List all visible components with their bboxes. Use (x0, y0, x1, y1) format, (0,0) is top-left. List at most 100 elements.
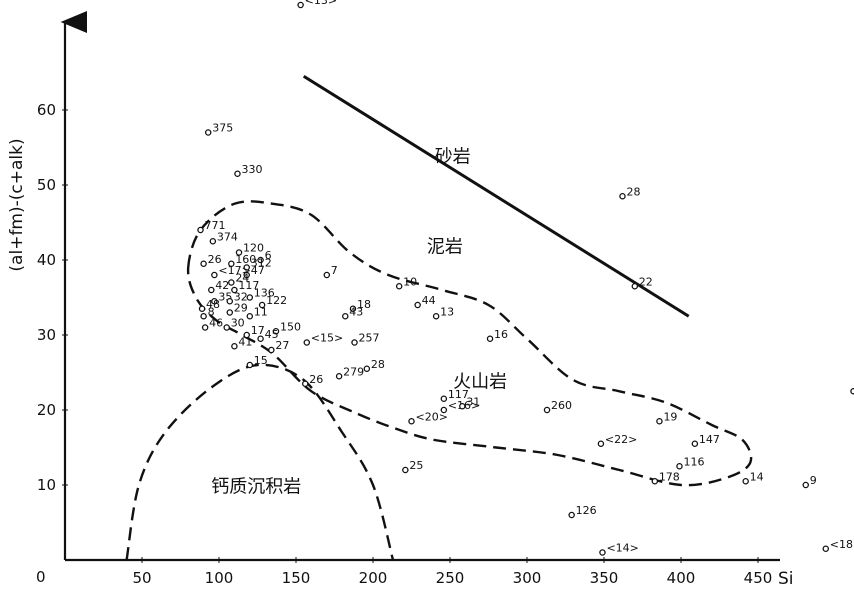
x-tick-label: 150 (282, 569, 311, 587)
point-marker (742, 477, 749, 485)
point-marker (226, 297, 234, 305)
region-boundaries (125, 74, 753, 561)
point-marker (204, 129, 212, 136)
point-marker (226, 309, 234, 316)
point-marker (200, 260, 207, 267)
point-marker (257, 335, 264, 342)
data-point: 41 (231, 335, 252, 350)
point-marker (272, 327, 280, 335)
point-marker (200, 312, 207, 320)
point-label: 312 (251, 257, 272, 270)
data-point: <14> (599, 542, 639, 556)
data-point: 43 (342, 305, 363, 320)
point-label: 44 (422, 294, 436, 307)
point-label: 42 (215, 279, 229, 292)
data-point: 15 (246, 354, 268, 369)
data-point: 27 (268, 339, 289, 354)
region-label: 钙质沉积岩 (211, 477, 301, 498)
point-label: 9 (810, 474, 817, 487)
point-label: 11 (254, 305, 268, 318)
point-marker (201, 324, 209, 331)
point-marker (568, 511, 575, 519)
y-tick-label: 50 (37, 176, 56, 194)
point-marker (459, 402, 466, 410)
point-marker (268, 346, 275, 354)
data-point: 7 (323, 264, 338, 279)
x-tick-label: 300 (513, 569, 542, 587)
data-point: 6 (257, 249, 272, 264)
point-label: 13 (440, 305, 454, 318)
data-point: 260 (543, 399, 572, 414)
point-label: 14 (750, 470, 764, 483)
data-point: 136 (246, 287, 275, 301)
point-label: 24 (235, 272, 249, 285)
point-label: <15> (311, 332, 343, 345)
point-label: 771 (205, 219, 226, 232)
point-marker (231, 342, 238, 350)
data-point: 26 (200, 253, 222, 267)
point-label: <13> (305, 0, 337, 7)
data-point: 771 (197, 219, 226, 234)
data-point: 11 (246, 305, 268, 320)
point-marker (243, 331, 250, 339)
point-label: 8 (208, 305, 215, 318)
data-point: 312 (243, 257, 272, 271)
point-marker (303, 339, 311, 346)
data-point: 26 (301, 373, 323, 387)
data-point: 22 (631, 275, 653, 290)
point-label: 26 (208, 253, 222, 266)
data-point: 257 (351, 332, 380, 346)
point-marker (231, 286, 238, 294)
y-axis-label: (al+fm)-(c+alk) (7, 138, 27, 271)
point-marker (349, 305, 357, 312)
point-label: 25 (409, 459, 423, 472)
point-marker (211, 297, 218, 305)
x-tick-label: 50 (132, 569, 151, 587)
data-point: 330 (234, 163, 262, 177)
data-point: 10 (395, 275, 417, 290)
x-tick-label: 450 (744, 569, 773, 587)
region-label: 火山岩 (453, 372, 507, 393)
point-label: 257 (359, 332, 380, 345)
point-label: 122 (266, 294, 287, 307)
data-point: 120 (235, 242, 264, 256)
data-point: 116 (676, 455, 704, 470)
point-marker (223, 324, 230, 331)
point-label: 26 (309, 373, 323, 386)
point-label: 6 (265, 249, 272, 262)
point-marker (651, 477, 659, 485)
point-label: 31 (466, 395, 480, 408)
point-label: <18> (830, 538, 854, 551)
point-marker (599, 549, 606, 556)
y-tick-label: 40 (37, 251, 56, 269)
data-point: 31 (459, 395, 480, 410)
y-tick-label: 60 (37, 101, 56, 119)
data-point: 46 (201, 317, 223, 331)
point-label: 15 (254, 354, 268, 367)
point-label: 120 (243, 242, 264, 255)
point-marker (822, 545, 830, 553)
data-point: 178 (651, 470, 680, 485)
point-marker (656, 417, 663, 425)
data-point: 279 (335, 365, 364, 380)
point-label: 160 (235, 253, 256, 266)
data-point: 28 (619, 185, 640, 200)
point-label: 30 (231, 317, 245, 330)
point-marker (395, 282, 403, 290)
point-label: 375 (212, 122, 233, 135)
point-label: 29 (234, 302, 248, 315)
point-label: 27 (275, 339, 289, 352)
point-marker (342, 312, 349, 320)
y-tick-label: 10 (37, 476, 56, 494)
point-label: 28 (626, 185, 640, 198)
y-tick-label: 30 (37, 326, 56, 344)
data-point: 42 (208, 279, 229, 294)
point-label: 32 (234, 290, 248, 303)
point-marker (414, 301, 421, 309)
data-point: 47 (243, 264, 265, 279)
data-point: <18> (822, 538, 854, 553)
point-marker (440, 395, 448, 402)
point-label: 374 (217, 230, 238, 243)
